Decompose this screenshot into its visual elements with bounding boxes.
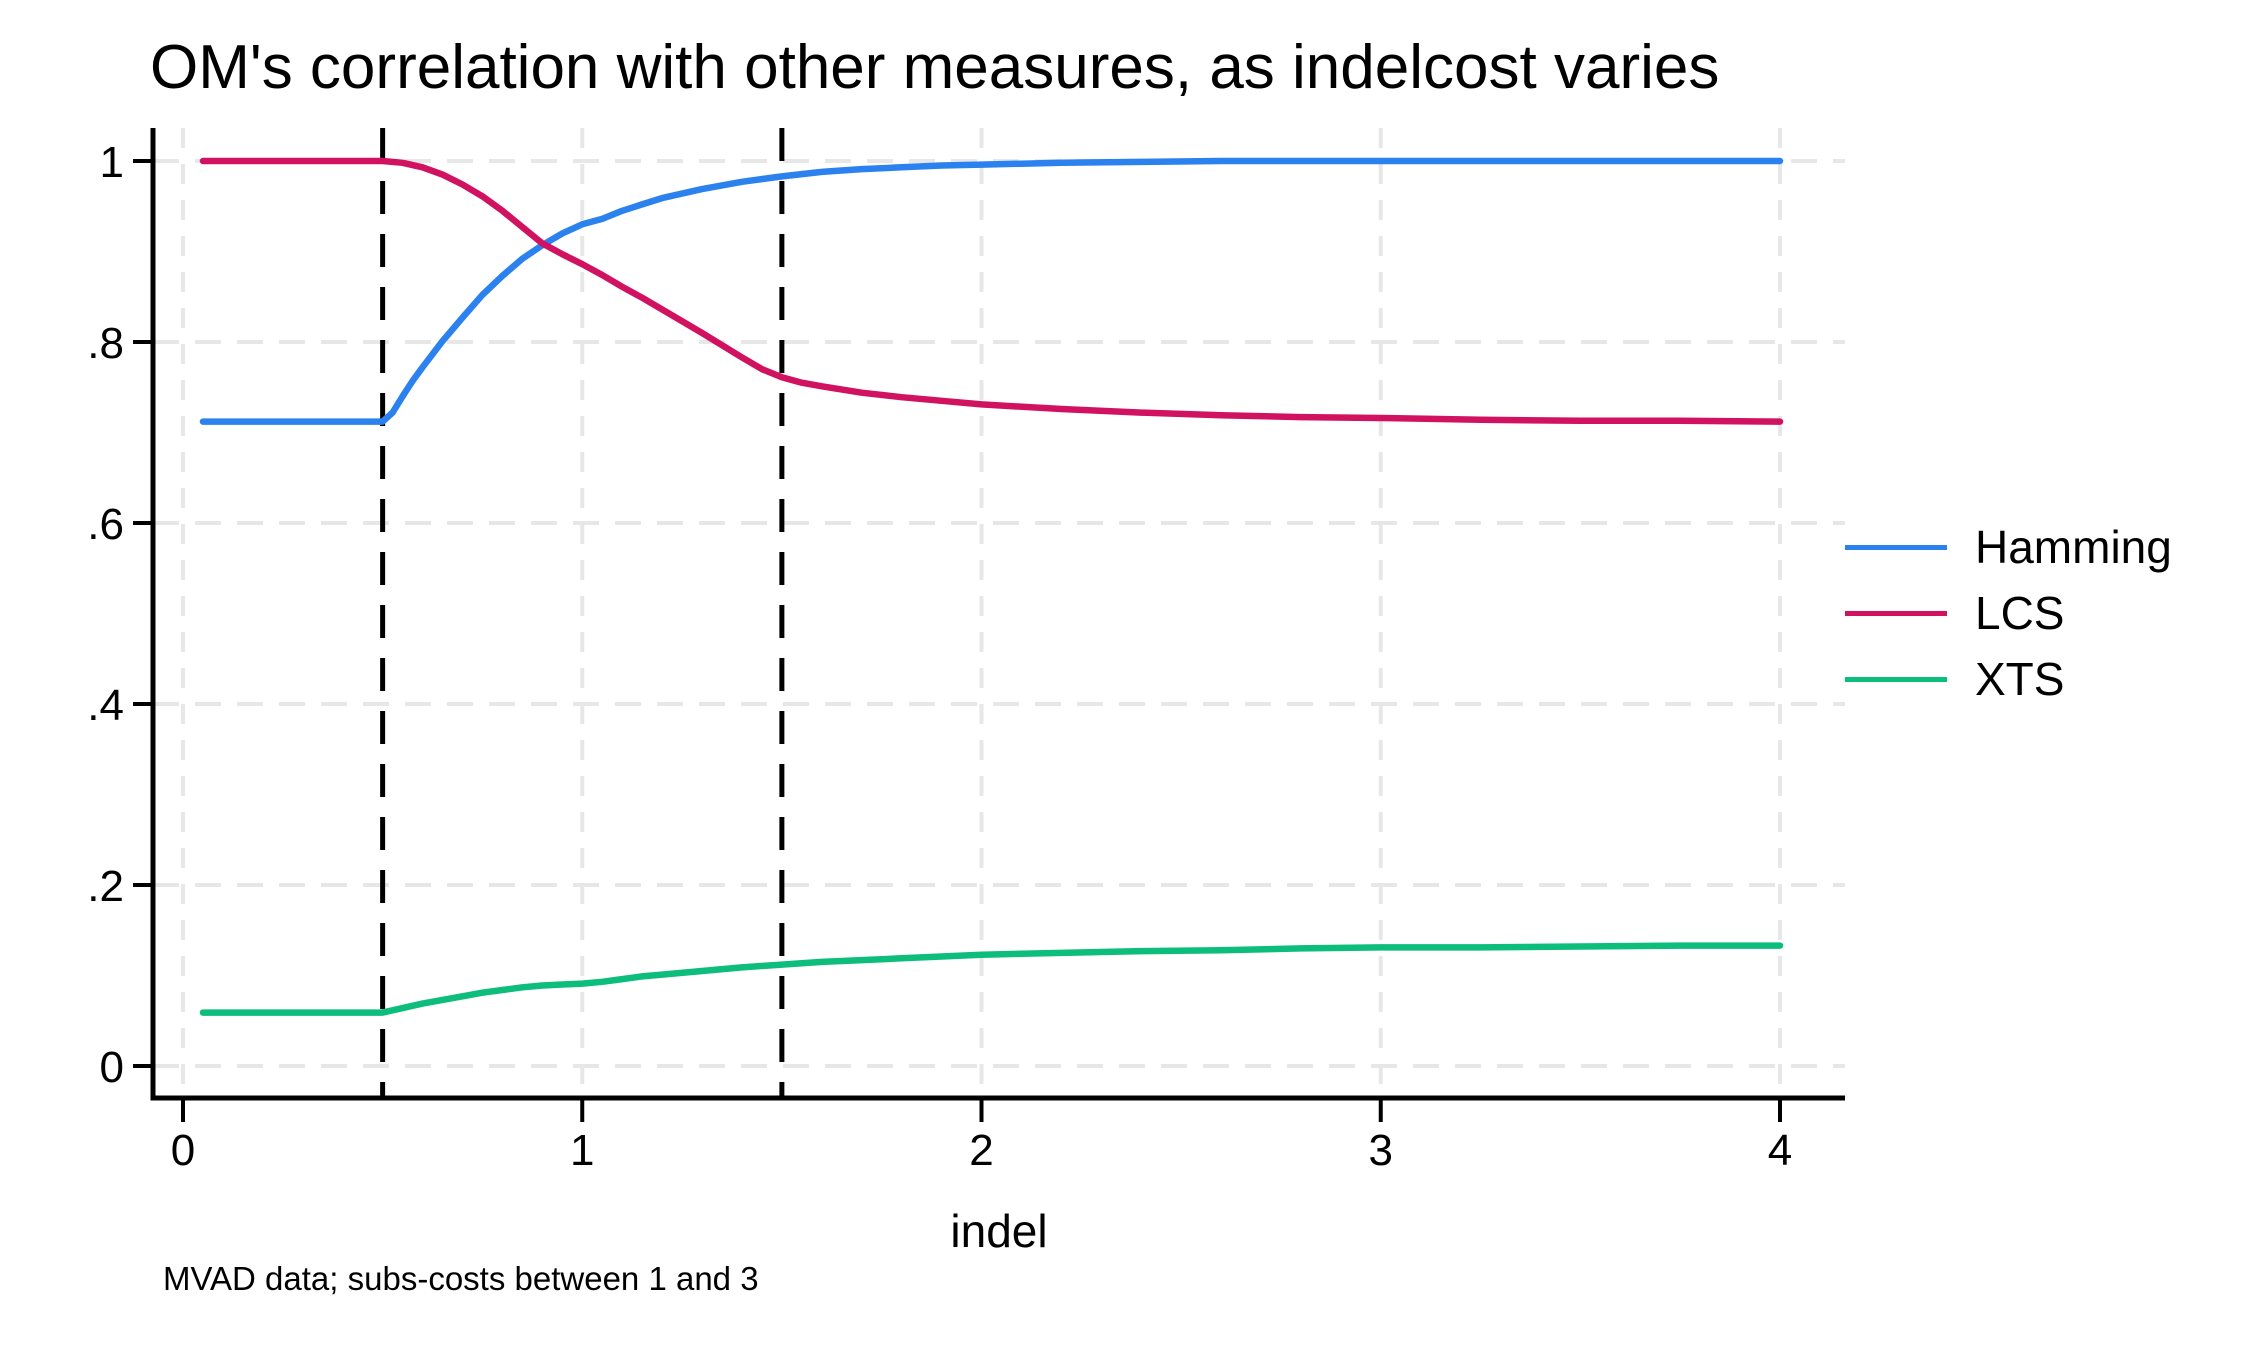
y-tick-label: 1 — [100, 138, 124, 187]
legend-line-lcs-icon — [1845, 610, 1947, 616]
x-axis-title: indel — [950, 1205, 1048, 1257]
series-line-hamming — [199, 157, 1784, 425]
legend-item-xts: XTS — [1845, 646, 2172, 712]
legend-line-hamming-icon — [1845, 544, 1947, 550]
legend-label: Hamming — [1975, 521, 2172, 573]
legend: Hamming LCS XTS — [1845, 514, 2172, 712]
y-tick-label: 0 — [100, 1043, 124, 1092]
legend-label: XTS — [1975, 653, 2065, 705]
chart-note: MVAD data; subs-costs between 1 and 3 — [163, 1260, 759, 1297]
series-line-xts — [199, 942, 1784, 1016]
x-tick-label: 1 — [570, 1126, 594, 1175]
legend-line-xts-icon — [1845, 676, 1947, 682]
x-tick-label: 3 — [1369, 1126, 1393, 1175]
legend-item-hamming: Hamming — [1845, 514, 2172, 580]
y-tick-label: .4 — [87, 681, 124, 730]
x-tick-label: 2 — [969, 1126, 993, 1175]
series-line-lcs — [199, 157, 1784, 425]
y-tick-label: .2 — [87, 862, 124, 911]
x-tick-label: 4 — [1768, 1126, 1792, 1175]
y-tick-label: .6 — [87, 500, 124, 549]
legend-item-lcs: LCS — [1845, 580, 2172, 646]
y-tick-label: .8 — [87, 319, 124, 368]
chart-title: OM's correlation with other measures, as… — [150, 33, 1720, 102]
x-tick-label: 0 — [171, 1126, 195, 1175]
legend-label: LCS — [1975, 587, 2065, 639]
